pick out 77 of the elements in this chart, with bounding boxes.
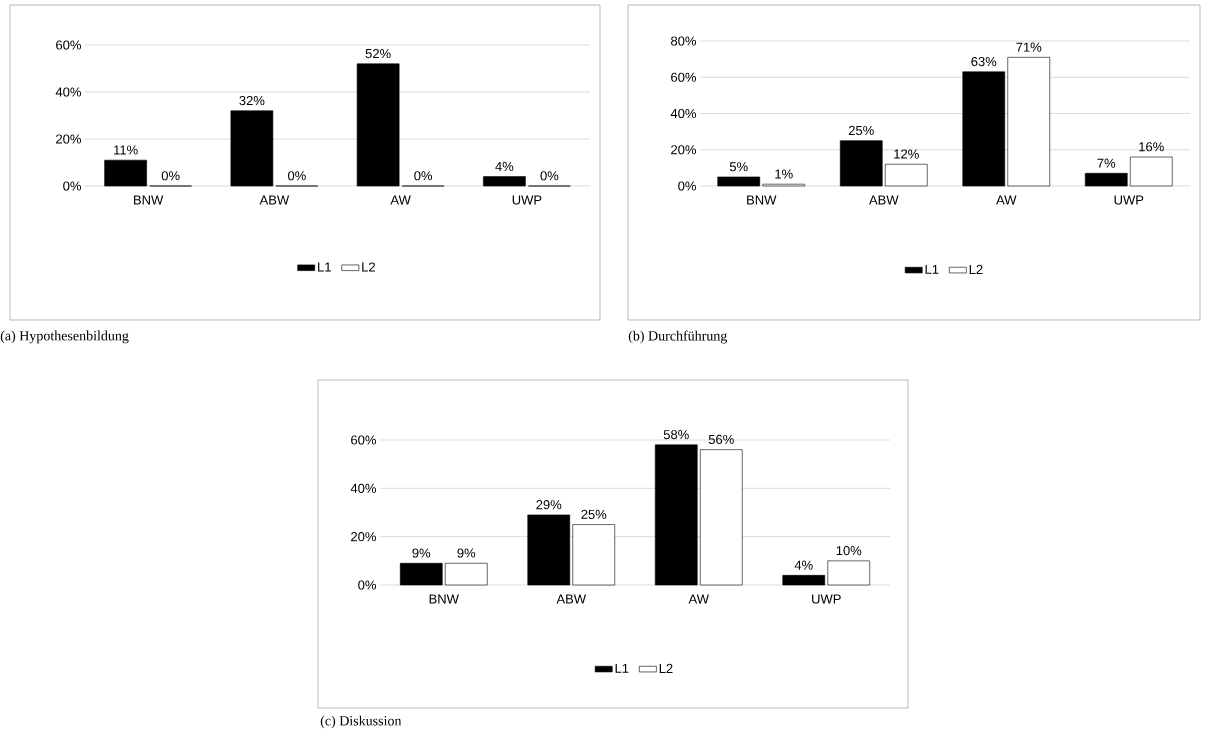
bar <box>399 562 443 586</box>
y-tick-label: 60% <box>56 40 82 50</box>
data-label: 0% <box>414 171 433 181</box>
y-tick-label: 60% <box>351 435 377 445</box>
data-label: 29% <box>536 500 562 510</box>
y-tick-label: 20% <box>56 134 82 144</box>
bar <box>654 444 698 586</box>
data-label: 1% <box>775 169 793 179</box>
bar <box>1084 173 1128 187</box>
legend-label: L1 <box>318 262 331 272</box>
data-label: 0% <box>540 171 559 181</box>
data-label: 4% <box>794 560 813 570</box>
data-label: 9% <box>457 548 476 558</box>
bar <box>962 71 1006 187</box>
data-label: 0% <box>161 171 180 181</box>
x-tick-label: ABW <box>259 195 290 205</box>
bar <box>884 163 928 187</box>
bar <box>483 176 526 187</box>
x-tick-label: ABW <box>556 594 587 604</box>
y-tick-label: 40% <box>55 87 82 97</box>
y-tick-label: 0% <box>678 181 697 191</box>
legend-label: L1 <box>925 264 939 274</box>
y-tick-label: 40% <box>350 483 377 493</box>
data-label: 16% <box>1139 142 1164 152</box>
bar <box>717 176 761 187</box>
y-tick-label: 60% <box>671 72 697 82</box>
bar <box>839 140 883 187</box>
data-label: 56% <box>708 434 734 445</box>
y-tick-label: 0% <box>63 181 82 191</box>
text: (b) Durchführung <box>628 330 728 344</box>
x-tick-label: BNW <box>429 594 459 604</box>
y-tick-label: 0% <box>358 580 377 590</box>
data-label: 52% <box>365 48 391 59</box>
legend-label: L2 <box>969 264 983 274</box>
y-tick-label: 80% <box>671 36 697 46</box>
x-tick-label: BNW <box>134 195 164 205</box>
x-tick-label: UWP <box>1114 195 1144 205</box>
bar <box>782 575 826 586</box>
x-tick-label: UWP <box>512 195 542 205</box>
data-label: 32% <box>239 95 265 106</box>
bar <box>527 514 571 586</box>
data-label: 25% <box>848 125 874 136</box>
data-label: 25% <box>581 509 607 519</box>
bar <box>230 110 274 187</box>
bar <box>827 560 871 586</box>
data-label: 71% <box>1016 42 1042 52</box>
data-label: 0% <box>287 171 306 181</box>
data-label: 4% <box>495 161 514 171</box>
x-tick-label: AW <box>688 594 709 604</box>
data-label: 10% <box>836 545 862 556</box>
x-tick-label: AW <box>996 195 1017 205</box>
bar <box>1129 156 1173 187</box>
bar <box>699 449 743 586</box>
bar <box>572 524 616 586</box>
data-label: 58% <box>663 430 689 440</box>
legend-label: L2 <box>362 262 375 272</box>
y-tick-label: 20% <box>671 145 697 155</box>
data-label: 12% <box>894 149 919 159</box>
data-label: 11% <box>114 145 138 155</box>
bar <box>444 562 488 586</box>
legend-label: L1 <box>615 663 629 673</box>
bar <box>356 63 400 187</box>
x-tick-label: ABW <box>868 195 899 205</box>
legend-label: L2 <box>659 663 673 673</box>
y-tick-label: 20% <box>351 532 377 542</box>
x-tick-label: AW <box>390 195 411 205</box>
data-label: 63% <box>971 56 997 67</box>
y-tick-label: 40% <box>670 108 697 119</box>
text: (a) Hypothesenbildung <box>0 330 129 344</box>
data-label: 7% <box>1097 158 1116 168</box>
data-label: 9% <box>412 548 431 558</box>
text: (c) Diskussion <box>320 715 402 729</box>
x-tick-label: BNW <box>747 195 777 205</box>
data-label: 5% <box>729 162 748 172</box>
bar <box>1007 57 1051 187</box>
bar <box>104 159 147 187</box>
x-tick-label: UWP <box>812 594 841 604</box>
